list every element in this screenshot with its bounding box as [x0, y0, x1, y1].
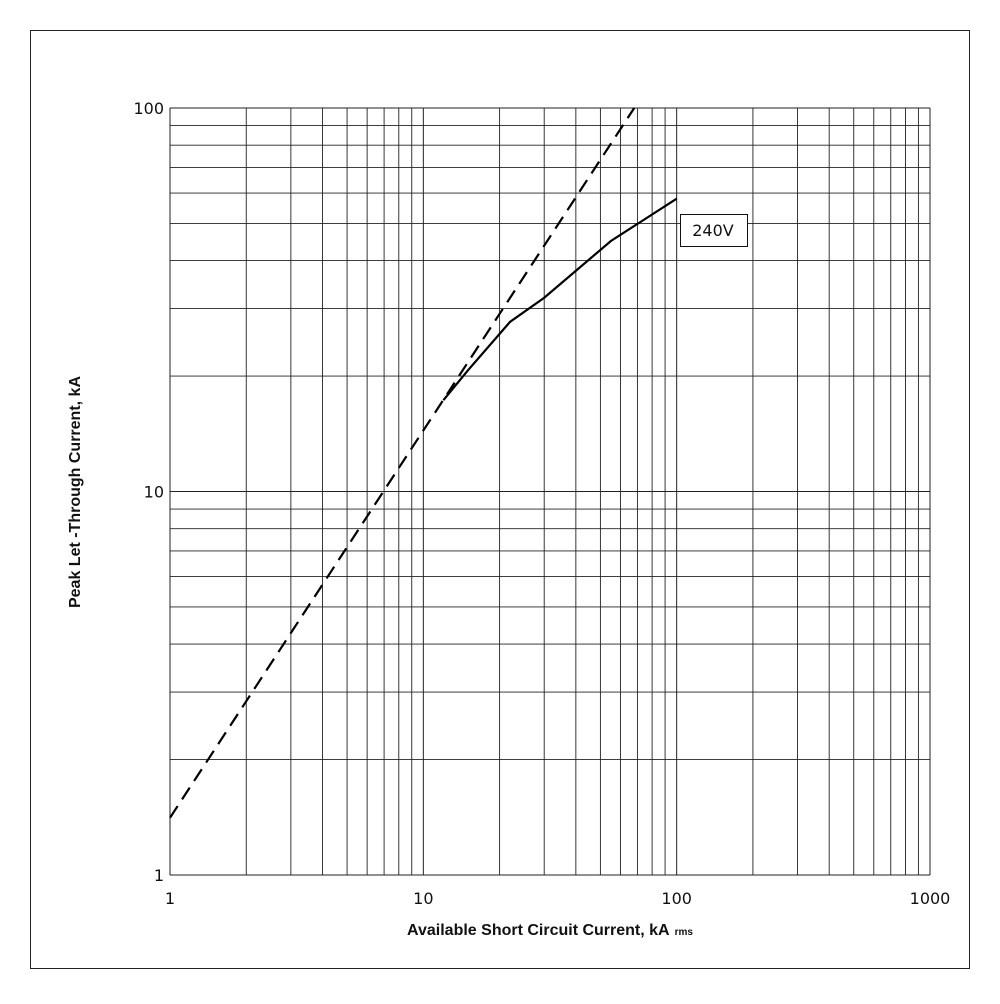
x-tick-label: 10 [413, 889, 433, 908]
y-tick-label: 1 [154, 866, 164, 885]
x-tick-label: 1000 [910, 889, 951, 908]
annotation-text: 240V [692, 221, 734, 240]
y-axis-title: Peak Let -Through Current, kA [67, 376, 84, 608]
x-axis-title-subscript: rms [675, 927, 694, 938]
x-tick-label: 1 [165, 889, 175, 908]
x-tick-label: 100 [661, 889, 692, 908]
series-line [169, 107, 636, 819]
y-tick-label: 10 [144, 483, 164, 502]
annotation-box [680, 214, 748, 247]
x-axis-title-text: Available Short Circuit Current, kA [407, 922, 670, 939]
y-tick-label: 100 [133, 99, 164, 118]
x-axis-title: Available Short Circuit Current, kA rms [407, 922, 693, 939]
series-line [442, 197, 678, 401]
